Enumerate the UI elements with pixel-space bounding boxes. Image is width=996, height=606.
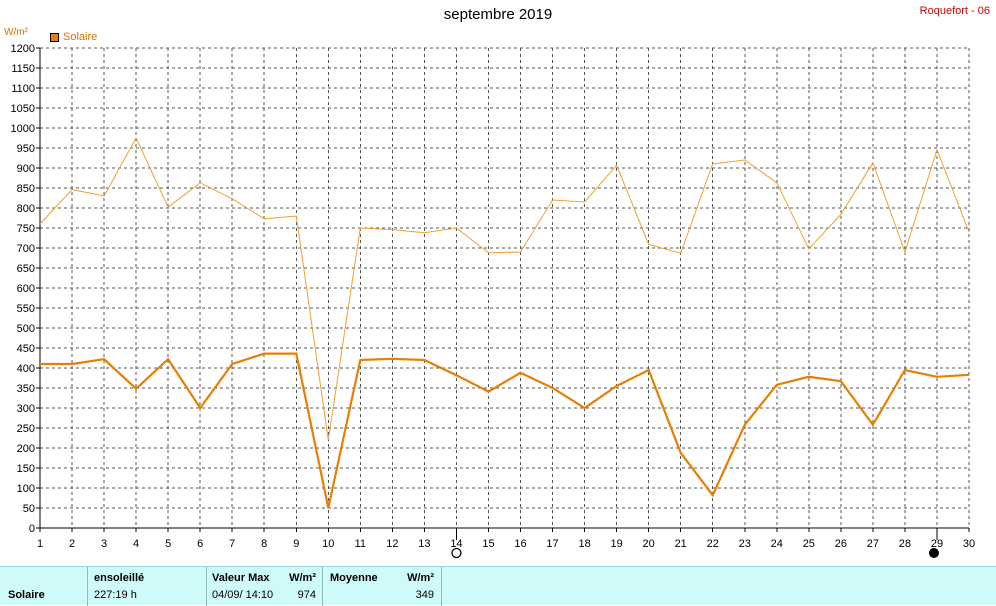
y-tick-label: 300 (17, 403, 35, 415)
y-tick-label: 0 (29, 523, 35, 535)
x-tick-label: 9 (293, 538, 299, 550)
x-tick-label: 6 (197, 538, 203, 550)
new-moon-icon (928, 548, 939, 558)
x-tick-label: 13 (418, 538, 430, 550)
x-tick-label: 26 (835, 538, 847, 550)
legend: Solaire (50, 31, 97, 43)
y-tick-label: 250 (17, 423, 35, 435)
y-tick-label: 1000 (11, 123, 35, 135)
y-tick-label: 50 (23, 503, 35, 515)
y-tick-label: 1150 (11, 63, 35, 75)
x-tick-label: 8 (261, 538, 267, 550)
x-tick-label: 19 (610, 538, 622, 550)
sunshine-header: ensoleillé (94, 572, 145, 584)
x-tick-label: 3 (101, 538, 107, 550)
y-tick-label: 550 (17, 303, 35, 315)
x-tick-label: 30 (963, 538, 975, 550)
legend-label: Solaire (63, 31, 98, 43)
y-tick-label: 200 (17, 443, 35, 455)
x-tick-label: 10 (322, 538, 334, 550)
y-tick-label: 500 (17, 323, 35, 335)
legend-swatch (50, 32, 59, 42)
x-tick-label: 12 (386, 538, 398, 550)
footer-series-label: Solaire (8, 589, 45, 601)
x-tick-label: 15 (482, 538, 494, 550)
footer-label-cell: Solaire (0, 567, 88, 606)
y-tick-label: 950 (17, 143, 35, 155)
x-tick-label: 28 (899, 538, 911, 550)
y-axis-unit: W/m² (4, 27, 28, 38)
solar-chart: 0 50 100 150 200 250 300 350 400 450 500 550 600 650 7… (11, 43, 975, 559)
x-tick-label: 25 (803, 538, 815, 550)
x-tick-label: 22 (707, 538, 719, 550)
max-header: Valeur Max (212, 572, 270, 584)
series-line-daily-mean (40, 352, 970, 509)
x-tick-label: 14 (450, 538, 462, 550)
y-tick-label: 700 (17, 243, 35, 255)
max-unit: W/m² (289, 572, 316, 584)
x-tick-label: 18 (578, 538, 590, 550)
x-tick-label: 1 (37, 538, 43, 550)
x-tick-label: 17 (546, 538, 558, 550)
x-tick-label: 20 (643, 538, 655, 550)
x-tick-label: 11 (355, 538, 366, 550)
max-date: 04/09/ 14:10 (212, 589, 274, 601)
y-tick-label: 850 (17, 183, 35, 195)
x-tick-label: 27 (867, 538, 879, 550)
footer-sunshine-cell: ensoleillé 227:19 h (88, 567, 207, 606)
full-moon-icon (451, 547, 462, 559)
y-tick-label: 1050 (11, 103, 35, 115)
y-tick-label: 1100 (11, 83, 35, 95)
chart-title: septembre 2019 (443, 6, 553, 23)
y-tick-label: 100 (17, 483, 35, 495)
station-name: Roquefort - 06 (919, 5, 990, 17)
y-tick-label: 900 (17, 163, 35, 175)
x-tick-label: 23 (739, 538, 751, 550)
footer-avg-cell: Moyenne W/m² 349 (323, 567, 442, 606)
y-tick-label: 750 (17, 223, 35, 235)
x-tick-label: 16 (514, 538, 526, 550)
x-tick-label: 29 (931, 538, 943, 550)
y-tick-label: 150 (17, 463, 35, 475)
y-tick-label: 1200 (11, 43, 35, 55)
y-tick-label: 600 (17, 283, 35, 295)
y-tick-label: 450 (17, 343, 35, 355)
x-tick-label: 7 (229, 538, 235, 550)
avg-value: 349 (415, 589, 434, 601)
max-value: 974 (297, 589, 316, 601)
summary-footer: Solaire ensoleillé 227:19 h Valeur Max W… (0, 566, 996, 606)
y-tick-label: 650 (17, 263, 35, 275)
y-tick-label: 800 (17, 203, 35, 215)
avg-unit: W/m² (407, 572, 434, 584)
x-tick-label: 4 (133, 538, 139, 550)
x-tick-label: 24 (771, 538, 783, 550)
x-tick-label: 2 (69, 538, 75, 550)
y-tick-label: 400 (17, 363, 35, 375)
x-tick-label: 5 (165, 538, 171, 550)
series-line-daily-max (39, 136, 970, 441)
footer-max-cell: Valeur Max W/m² 04/09/ 14:10 974 (207, 567, 323, 606)
x-tick-label: 21 (675, 538, 687, 550)
sunshine-value: 227:19 h (94, 589, 137, 601)
avg-header: Moyenne (330, 572, 378, 584)
y-tick-label: 350 (17, 383, 35, 395)
